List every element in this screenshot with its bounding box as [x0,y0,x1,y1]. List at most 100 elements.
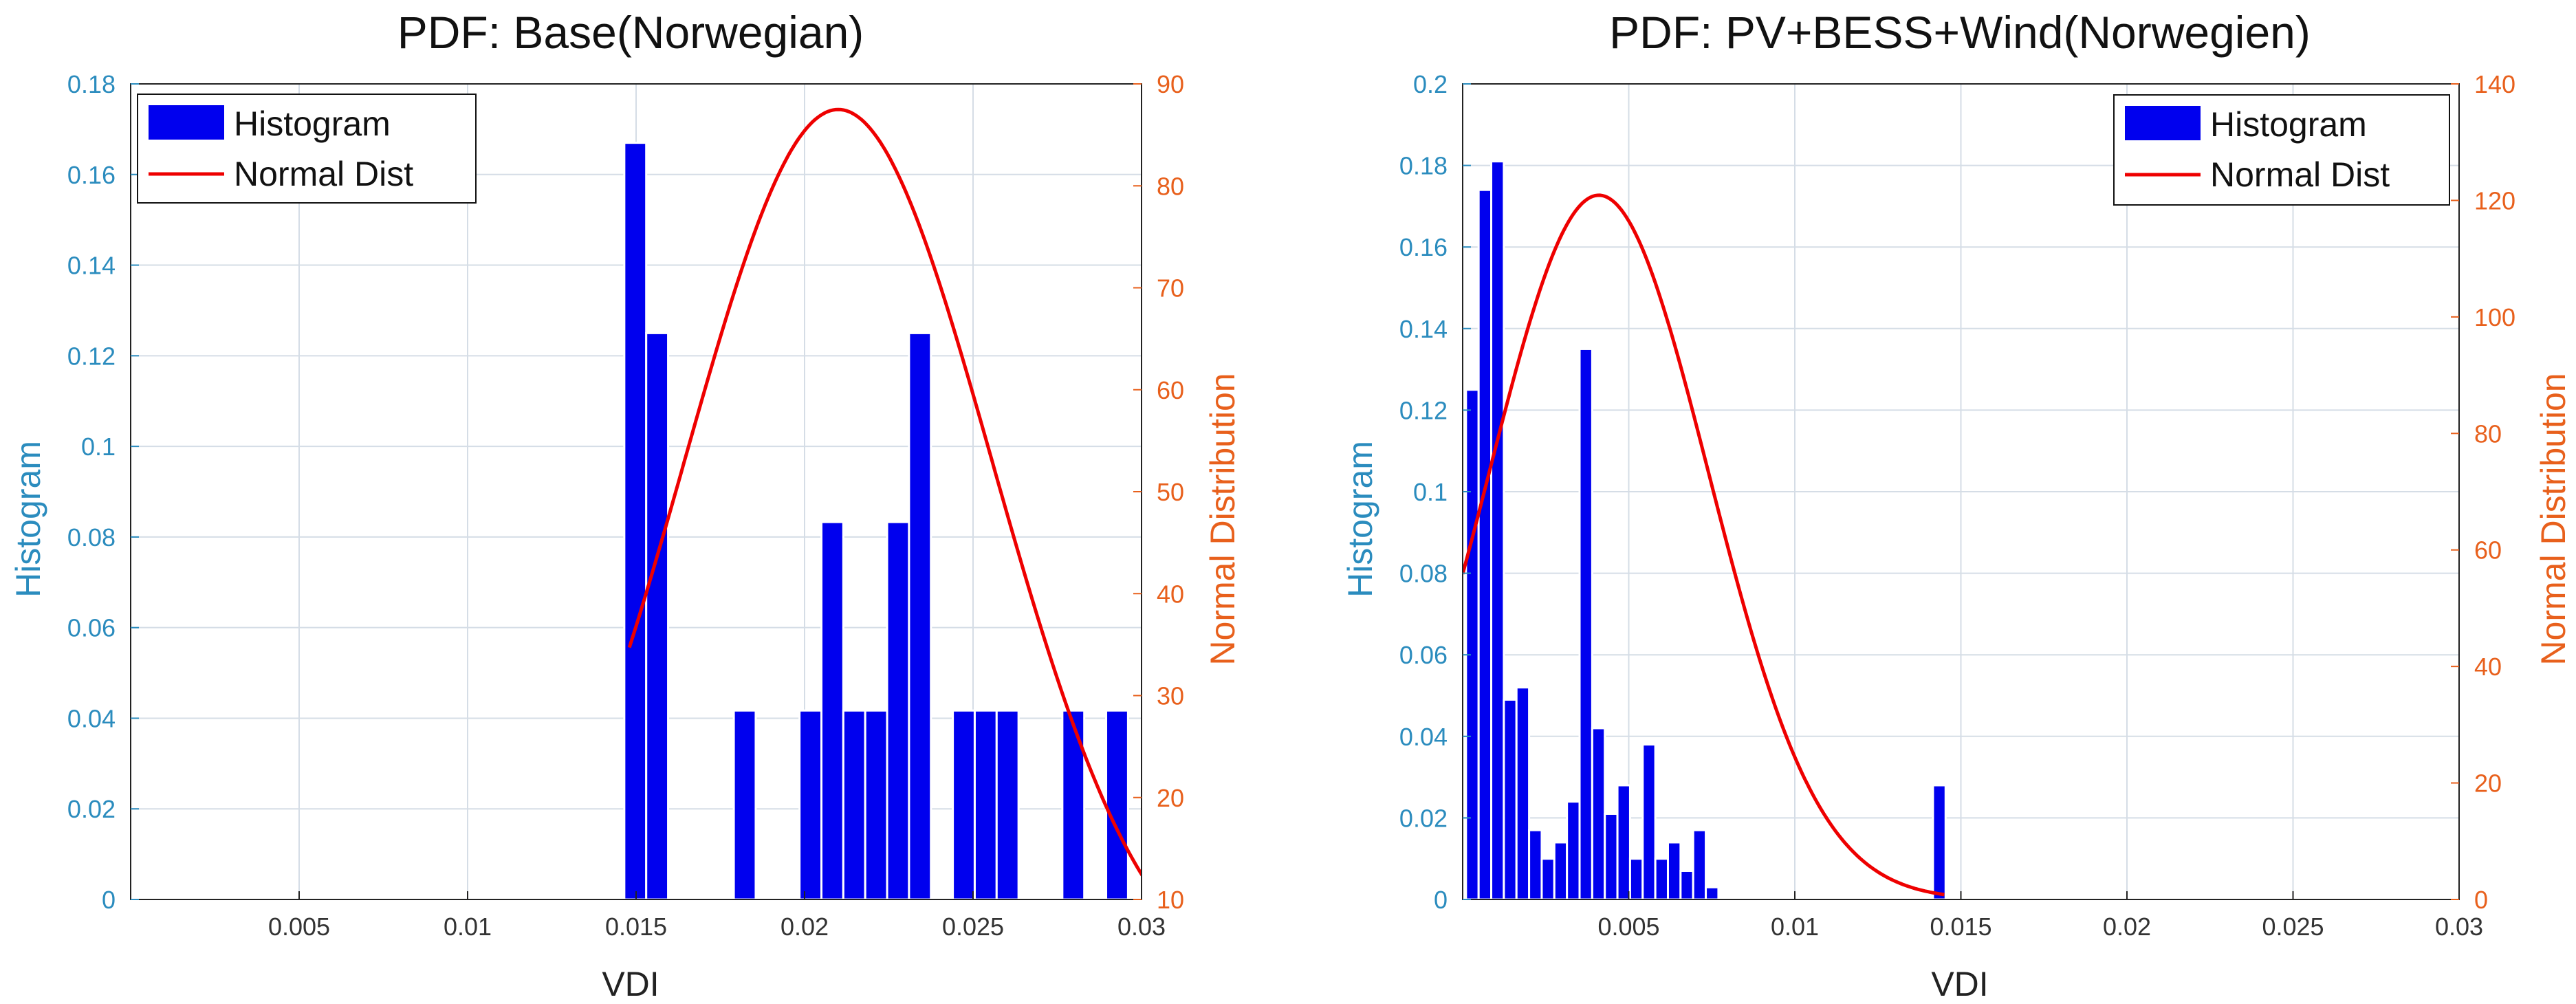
y-left-tick-label: 0.18 [67,70,116,98]
y-axis-right-label: Normal Distribution [1203,373,1242,665]
x-tick-label: 0.025 [942,913,1004,941]
x-tick-label: 0.02 [781,913,829,941]
chart-title: PDF: Base(Norwegian) [397,7,864,58]
legend-label-histogram: Histogram [2210,105,2367,144]
histogram-bar [1566,800,1581,899]
histogram-bar [1490,160,1505,899]
y-left-tick-label: 0.12 [1399,396,1448,424]
x-axis-label: VDI [1931,965,1988,1003]
normal-dist-curve [627,107,1142,878]
y-right-tick-label: 50 [1157,478,1184,506]
chart-panel-base-norwegian: PDF: Base(Norwegian) VDI Histogram Norma… [9,7,1242,1003]
histogram-bar [1616,784,1631,899]
y-left-tick-label: 0.06 [67,614,116,642]
y-right-tick-label: 80 [1157,172,1184,200]
y-left-tick-label: 0.16 [67,161,116,189]
histogram-bar [732,709,757,899]
y-right-tick-label: 80 [2474,419,2502,448]
x-tick-label: 0.01 [444,913,492,941]
y-right-tick-label: 20 [1157,784,1184,812]
y-left-tick-label: 0.14 [1399,315,1448,343]
histogram-bar [820,521,844,899]
legend-label-normal: Normal Dist [2210,155,2390,194]
x-tick-label: 0.005 [1597,913,1659,941]
y-left-tick-label: 0.06 [1399,641,1448,669]
y-axis-left-label: Histogram [9,441,47,598]
histogram-bar [1465,389,1480,899]
y-right-tick-label: 40 [2474,653,2502,681]
histogram-bar [1705,886,1720,899]
y-left-tick-label: 0.12 [67,342,116,370]
y-right-tick-label: 140 [2474,70,2515,98]
histogram-bar [842,709,866,899]
chart-panel-pv-bess-wind-norwegien: PDF: PV+BESS+Wind(Norwegien) VDI Histogr… [1341,7,2573,1003]
y-right-tick-label: 0 [2474,886,2488,914]
y-left-tick-label: 0.14 [67,252,116,280]
histogram-bar [864,709,888,899]
legend-swatch-histogram [2125,106,2201,140]
y-right-tick-label: 20 [2474,770,2502,798]
x-tick-label: 0.03 [2435,913,2483,941]
y-right-tick-label: 100 [2474,303,2515,331]
y-right-tick-label: 40 [1157,580,1184,608]
y-right-tick-label: 60 [2474,536,2502,565]
histogram-bar [623,142,648,899]
y-left-tick-label: 0 [1434,886,1448,914]
histogram-bar [1515,686,1531,899]
y-left-tick-label: 0.02 [1399,804,1448,832]
histogram-bars [623,142,1129,899]
histogram-bar [645,331,670,899]
histogram-bar [908,331,932,899]
x-tick-label: 0.02 [2103,913,2151,941]
legend: Histogram Normal Dist [137,94,477,204]
y-left-tick-label: 0.02 [67,795,116,823]
normal-dist-curve [1463,193,1945,897]
y-left-tick-label: 0.18 [1399,152,1448,180]
legend-label-normal: Normal Dist [234,155,413,193]
histogram-bar [798,709,823,899]
y-axis-left-label: Histogram [1341,441,1379,598]
chart-title: PDF: PV+BESS+Wind(Norwegien) [1609,7,2311,58]
x-axis-label: VDI [602,965,659,1003]
histogram-bar [1641,743,1657,899]
x-tick-label: 0.015 [605,913,667,941]
histogram-bar [995,709,1020,899]
x-tick-label: 0.03 [1117,913,1166,941]
y-left-tick-label: 0.04 [67,704,116,732]
histogram-bar [1666,841,1682,899]
y-right-tick-label: 120 [2474,186,2515,215]
histogram-bar [1105,709,1129,899]
legend-swatch-histogram [149,105,224,140]
histogram-bar [1628,858,1644,899]
histogram-bar [952,709,976,899]
y-right-tick-label: 60 [1157,376,1184,404]
legend: Histogram Normal Dist [2113,94,2450,206]
histogram-bar [1540,858,1556,899]
y-right-tick-label: 10 [1157,886,1184,914]
histogram-bars [1465,160,1947,899]
histogram-bar [1503,698,1518,899]
y-right-tick-label: 30 [1157,682,1184,710]
histogram-bar [1932,784,1947,899]
histogram-bar [1692,829,1707,899]
x-tick-label: 0.015 [1930,913,1991,941]
y-left-tick-label: 0.1 [81,433,116,461]
histogram-bar [1604,812,1619,899]
histogram-bar [1061,709,1086,899]
histogram-bar [1654,858,1669,899]
histogram-bar [1679,869,1694,899]
histogram-bar [1553,841,1569,899]
y-left-tick-label: 0.16 [1399,233,1448,261]
y-left-tick-label: 0.1 [1413,478,1448,506]
histogram-bar [1477,188,1493,899]
y-axis-right-label: Normal Distribution [2534,373,2573,665]
y-left-tick-label: 0.2 [1413,70,1448,98]
histogram-bar [886,521,910,899]
histogram-bar [1528,829,1543,899]
y-left-tick-label: 0.04 [1399,723,1448,751]
x-tick-label: 0.025 [2262,913,2324,941]
histogram-bar [973,709,998,899]
x-tick-label: 0.005 [268,913,330,941]
histogram-bar [1578,347,1593,899]
y-right-tick-label: 90 [1157,70,1184,98]
